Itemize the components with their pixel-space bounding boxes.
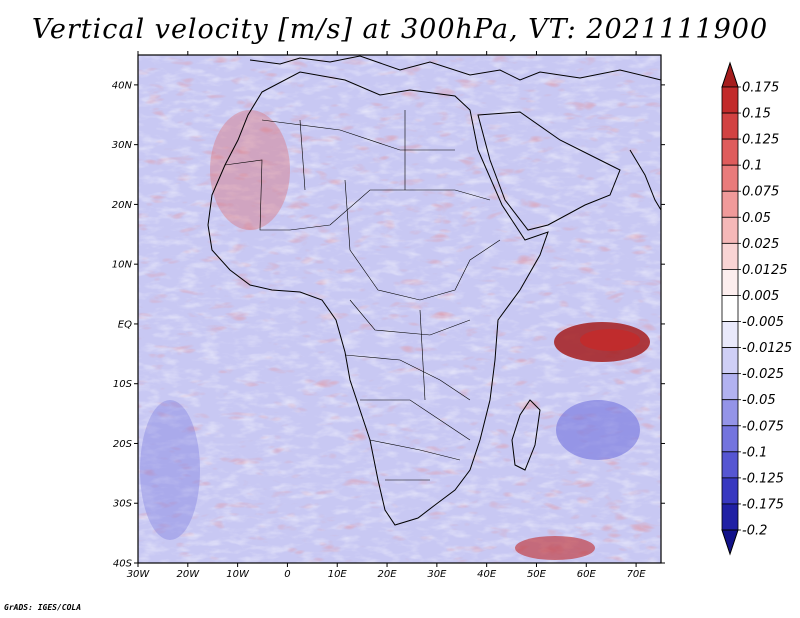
arabia-coastline (477, 111, 621, 231)
colorbar-label: -0.2 (742, 524, 767, 539)
colorbar-min-triangle (721, 529, 739, 556)
lat-label: 20N (112, 200, 133, 211)
colorbar-label: 0.005 (742, 289, 779, 304)
lon-label: 30W (127, 569, 151, 580)
lat-label: 10S (113, 379, 133, 390)
colorbar-max-triangle (721, 61, 739, 88)
colorbar-bin (721, 112, 739, 140)
colorbar-bin (721, 477, 739, 505)
colorbar-label: -0.0125 (742, 341, 792, 356)
plot-frame (137, 54, 662, 564)
lon-label: 30E (427, 569, 447, 580)
colorbar-bin (721, 321, 739, 348)
colorbar-bin (721, 190, 739, 218)
colorbar: 0.175 0.15 0.125 0.1 0.075 0.05 0.025 0.0125 0.0… (721, 61, 792, 556)
lon-label: 60E (577, 569, 597, 580)
colorbar-label: -0.005 (742, 315, 784, 330)
africa-coastline (207, 71, 549, 526)
descent-region-indian-ocean (556, 400, 640, 460)
india-coastline (629, 149, 662, 211)
strong-ascent-core (580, 329, 640, 351)
velocity-field (138, 55, 661, 563)
colorbar-bin (721, 138, 739, 166)
colorbar-label: -0.1 (742, 445, 767, 460)
colorbar-label: 0.175 (742, 81, 779, 96)
field-white-texture (138, 55, 661, 563)
colorbar-bin (721, 399, 739, 427)
lon-label: 70E (627, 569, 647, 580)
lon-label: 20E (378, 569, 398, 580)
ascent-region-south (515, 536, 595, 560)
descent-region-atlantic (140, 400, 200, 540)
colorbar-bin (721, 164, 739, 192)
lat-label: 20S (113, 439, 133, 450)
lon-label: 0 (284, 569, 290, 580)
colorbar-bin (721, 86, 739, 114)
colorbar-bin (721, 503, 739, 531)
latitude-axis: 40N 30N 20N 10N EQ 10S 20S 30S 40S (112, 80, 665, 570)
lat-label: 10N (112, 260, 133, 271)
lon-label: 40E (477, 569, 497, 580)
colorbar-bin (721, 373, 739, 401)
colorbar-label: -0.175 (742, 497, 784, 512)
country-borders (224, 110, 501, 481)
colorbar-bin (721, 451, 739, 479)
lat-label: EQ (118, 319, 132, 330)
lat-label: 30S (113, 499, 133, 510)
lon-label: 20W (176, 569, 200, 580)
lat-label: 40S (113, 559, 133, 570)
longitude-axis: 30W 20W 10W 0 10E 20E 30E 40E 50E 60E 70E (127, 51, 647, 580)
ascent-region-sahara (210, 110, 290, 230)
lon-label: 10E (328, 569, 348, 580)
lon-label: 10W (226, 569, 250, 580)
madagascar-coastline (511, 399, 541, 471)
credit-text: GrADS: IGES/COLA (4, 603, 82, 612)
colorbar-label: 0.075 (742, 185, 779, 200)
colorbar-bin (721, 347, 739, 375)
colorbar-label: 0.0125 (742, 263, 788, 278)
chart-title: Vertical velocity [m/s] at 300hPa, VT: 2… (31, 14, 769, 45)
lat-label: 40N (112, 80, 133, 91)
lon-label: 50E (527, 569, 547, 580)
colorbar-label: 0.15 (742, 107, 771, 122)
colorbar-label: 0.025 (742, 237, 779, 252)
colorbar-label: -0.125 (742, 471, 784, 486)
europe-coastline (249, 55, 662, 81)
colorbar-label: 0.125 (742, 133, 779, 148)
colorbar-label: -0.025 (742, 367, 784, 382)
colorbar-label: 0.1 (742, 159, 763, 174)
colorbar-bin (721, 242, 739, 270)
colorbar-bin (721, 269, 739, 296)
colorbar-bin (721, 216, 739, 244)
colorbar-label: -0.075 (742, 419, 784, 434)
coastlines (207, 55, 662, 526)
colorbar-label: -0.05 (742, 393, 776, 408)
colorbar-bin (721, 295, 739, 322)
colorbar-bin (721, 425, 739, 453)
colorbar-label: 0.05 (742, 211, 771, 226)
lat-label: 30N (112, 140, 133, 151)
